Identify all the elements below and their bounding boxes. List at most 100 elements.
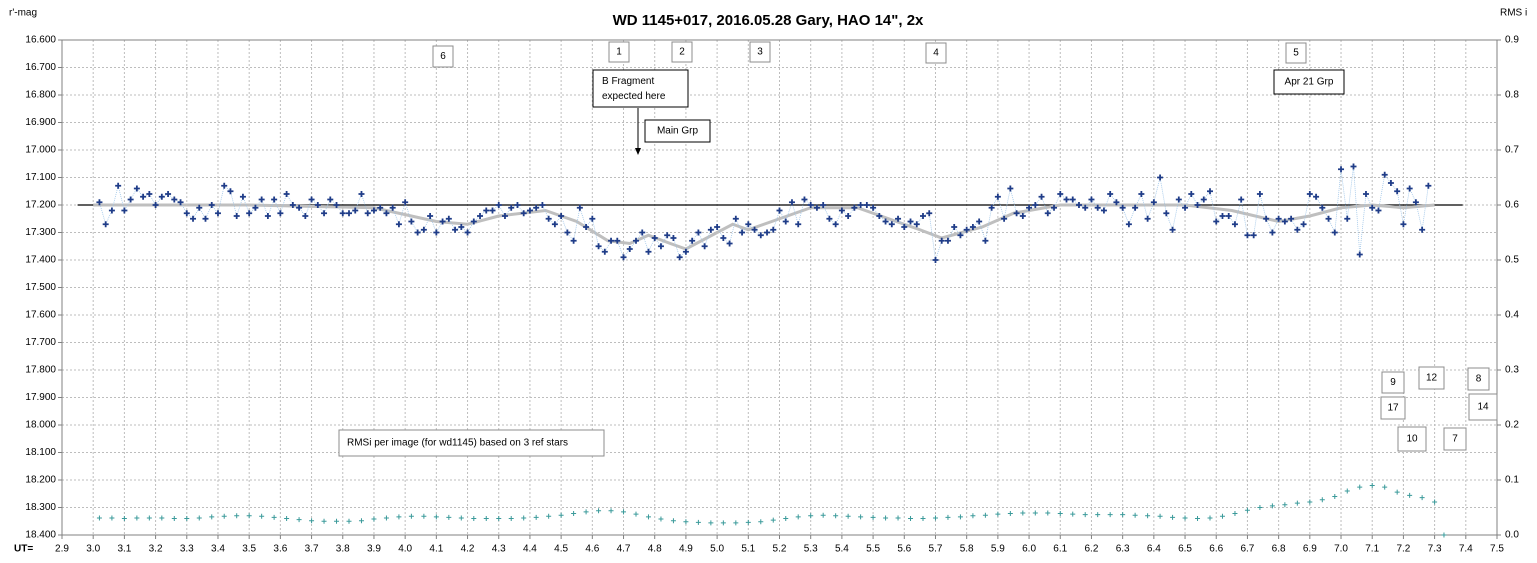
data-point (982, 512, 988, 518)
data-point (408, 513, 414, 519)
data-point (1182, 204, 1189, 211)
annotation-box (1468, 393, 1498, 421)
annotation-box (1397, 426, 1427, 452)
data-point (445, 215, 452, 222)
annotation-text: 4 (933, 48, 939, 59)
data-point (1375, 207, 1382, 214)
data-point (102, 221, 109, 228)
x-tick-label: 7.1 (1365, 544, 1379, 555)
data-point (1070, 511, 1076, 517)
data-point (1007, 185, 1014, 192)
data-point (539, 202, 546, 208)
data-point (395, 221, 402, 228)
x-tick-label: 5.3 (804, 544, 818, 555)
data-point (832, 221, 839, 228)
data-point (858, 514, 864, 520)
annotation-box (592, 69, 689, 108)
data-point (1282, 502, 1288, 508)
x-tick-label: 4.6 (585, 544, 599, 555)
y-tick-label: 18.300 (25, 502, 56, 513)
x-tick-label: 3.9 (367, 544, 381, 555)
x-tick-label: 6.9 (1303, 544, 1317, 555)
data-point (1231, 221, 1238, 228)
annotation-box (1418, 366, 1445, 390)
data-point (1400, 221, 1407, 228)
annotation-box (1381, 371, 1405, 394)
data-point (1182, 515, 1188, 521)
data-point (876, 213, 883, 219)
data-point (676, 254, 683, 261)
x-tick-label: 4.8 (648, 544, 662, 555)
data-point (234, 513, 240, 519)
data-point (1125, 221, 1132, 228)
data-point (957, 514, 963, 520)
data-point (932, 515, 938, 521)
data-point (1007, 511, 1013, 517)
annotation-text: RMSi per image (for wd1145) based on 3 r… (347, 438, 568, 449)
arrow-head (635, 148, 641, 155)
data-point (334, 518, 340, 524)
data-point (458, 515, 464, 521)
data-point (682, 248, 689, 255)
data-point (446, 514, 452, 520)
x-tick-label: 7.5 (1490, 544, 1504, 555)
data-point (745, 221, 752, 228)
y-tick-label: 16.800 (25, 90, 56, 101)
data-point (1100, 207, 1107, 214)
data-point (296, 517, 302, 523)
data-point (1157, 513, 1163, 519)
data-point (115, 182, 122, 189)
x-tick-label: 3.5 (242, 544, 256, 555)
data-point (826, 215, 833, 222)
data-point (439, 218, 446, 225)
data-point (1300, 221, 1307, 228)
data-point (596, 508, 602, 514)
data-point (1288, 215, 1295, 222)
annotation-text: 14 (1477, 402, 1489, 413)
data-point (1132, 512, 1138, 518)
data-point (1387, 180, 1394, 186)
data-point (776, 207, 783, 214)
data-point (976, 218, 983, 225)
data-point (258, 196, 265, 203)
data-point (127, 196, 134, 203)
data-point (1338, 166, 1345, 173)
annotation-text: 9 (1390, 377, 1396, 388)
data-point (783, 516, 789, 521)
data-point (433, 229, 440, 236)
data-point (820, 512, 826, 518)
data-point (508, 204, 515, 211)
data-point (608, 237, 615, 244)
annotation-text: 17 (1387, 403, 1399, 414)
data-point (152, 202, 159, 208)
data-point (221, 182, 228, 189)
annotation-box (644, 119, 711, 143)
data-point (1319, 497, 1325, 503)
data-point (202, 215, 209, 222)
data-point (1263, 215, 1270, 222)
y2-tick-label: 0.2 (1505, 420, 1519, 431)
data-point (477, 213, 484, 219)
data-point (770, 226, 777, 233)
data-point (208, 202, 215, 208)
data-point (1332, 494, 1338, 499)
data-point (745, 519, 751, 525)
data-point (595, 243, 602, 250)
data-point (1244, 507, 1250, 513)
data-point (1207, 188, 1213, 195)
x-tick-label: 5.5 (866, 544, 880, 555)
data-point (1307, 499, 1313, 505)
data-point (1407, 492, 1413, 498)
x-tick-label: 4.5 (554, 544, 568, 555)
data-point (689, 237, 696, 244)
data-point (1094, 204, 1101, 211)
data-point (795, 514, 801, 520)
data-point (496, 516, 502, 521)
data-point (1256, 191, 1263, 197)
data-point (1082, 512, 1088, 518)
data-point (1362, 191, 1369, 197)
data-point (838, 207, 845, 214)
data-point (1432, 499, 1438, 505)
data-point (1250, 232, 1257, 239)
data-point (1275, 215, 1282, 222)
